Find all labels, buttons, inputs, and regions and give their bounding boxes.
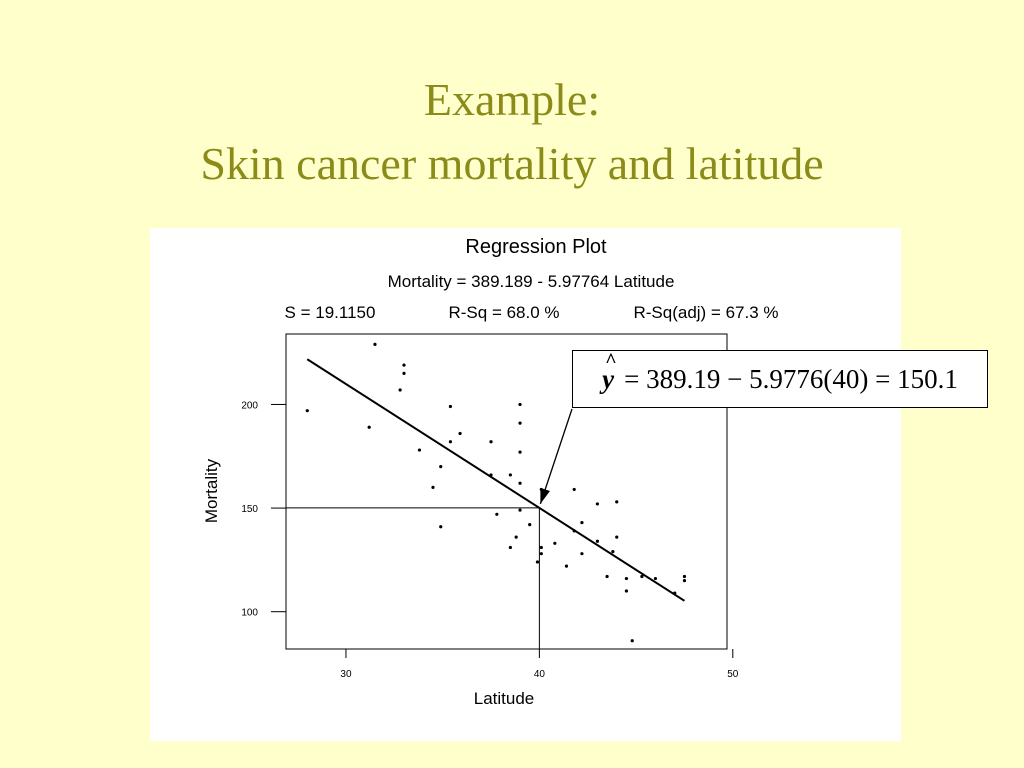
plot-frame	[285, 333, 728, 650]
prediction-equation: = 389.19 − 5.9776(40) = 150.1	[624, 363, 958, 394]
prediction-arrow	[539, 408, 573, 505]
data-point	[402, 371, 406, 375]
regression-plot-panel: Regression Plot Mortality = 389.189 - 5.…	[150, 228, 901, 741]
data-point	[508, 545, 512, 550]
data-point	[580, 520, 584, 525]
data-point	[580, 552, 584, 556]
y-tick-label: 200	[241, 400, 258, 411]
x-tick-label: 50	[727, 669, 739, 680]
slide-title: Example: Skin cancer mortality and latit…	[0, 68, 1024, 196]
data-point	[402, 363, 406, 367]
data-point	[448, 404, 453, 409]
data-point	[535, 560, 540, 564]
data-point	[624, 589, 629, 593]
data-point	[615, 535, 619, 539]
y-tick-label: 150	[241, 504, 258, 515]
y-hat-symbol: ^ y	[602, 349, 617, 394]
y-axis-label: Mortality	[202, 458, 221, 523]
data-point	[595, 502, 600, 506]
data-point	[595, 539, 600, 543]
data-point	[518, 508, 522, 512]
chart-stat-rsq: R-Sq = 68.0 %	[448, 303, 559, 322]
slide-title-line1: Example:	[423, 74, 601, 125]
data-point	[553, 541, 557, 545]
data-point	[417, 448, 422, 452]
data-point	[624, 576, 629, 581]
data-point	[615, 500, 619, 504]
x-axis-label: Latitude	[474, 689, 535, 708]
data-point	[653, 576, 658, 581]
data-point	[398, 388, 402, 392]
prediction-equation-box: ^ y = 389.19 − 5.9776(40) = 150.1	[572, 350, 988, 408]
chart-stat-rsq-adj: R-Sq(adj) = 67.3 %	[633, 303, 778, 322]
x-tick-label: 30	[340, 669, 352, 680]
chart-stat-s: S = 19.1150	[285, 303, 376, 322]
y-tick-label: 100	[241, 608, 258, 619]
chart-subtitle: Mortality = 389.189 - 5.97764 Latitude	[388, 272, 675, 291]
data-point	[495, 512, 499, 516]
data-point	[518, 450, 522, 454]
data-point	[640, 574, 644, 579]
data-point	[539, 552, 543, 556]
data-point	[439, 465, 443, 469]
data-point	[528, 523, 532, 527]
regression-plot: Regression Plot Mortality = 389.189 - 5.…	[202, 236, 779, 708]
slide-title-line2: Skin cancer mortality and latitude	[200, 138, 824, 189]
data-point	[489, 440, 493, 444]
data-point	[367, 425, 371, 429]
data-point	[439, 525, 443, 529]
data-point	[605, 574, 609, 579]
x-tick-label: 40	[534, 669, 546, 680]
data-point	[539, 545, 543, 550]
data-point	[630, 639, 634, 643]
data-point	[518, 402, 522, 407]
data-point	[682, 579, 687, 583]
regression-line	[306, 358, 685, 602]
data-point	[514, 535, 518, 539]
data-point	[518, 421, 522, 425]
hat-accent: ^	[605, 349, 617, 372]
chart-title: Regression Plot	[465, 236, 607, 258]
data-point	[448, 440, 453, 444]
data-point	[682, 574, 687, 579]
data-point	[518, 481, 522, 485]
data-point	[431, 485, 435, 489]
data-point	[373, 342, 377, 346]
data-point	[572, 487, 576, 492]
data-point	[305, 409, 309, 413]
data-point	[458, 431, 462, 436]
data-point	[508, 473, 512, 477]
data-point	[611, 549, 615, 554]
data-point	[564, 564, 569, 568]
prediction-arrowhead	[540, 487, 550, 504]
